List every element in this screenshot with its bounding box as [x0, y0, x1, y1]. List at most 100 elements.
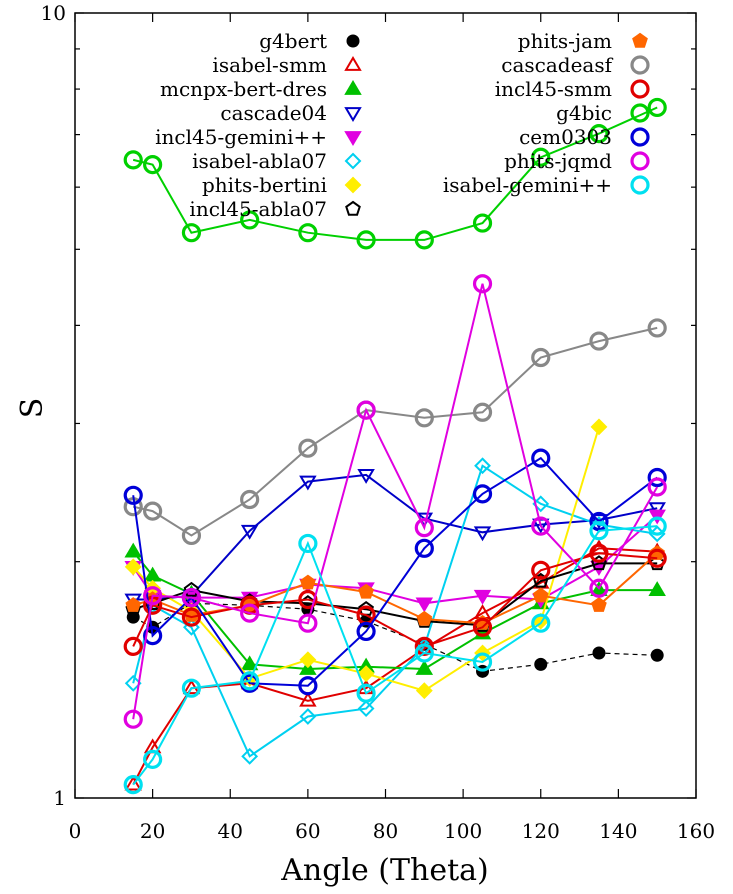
plot-frame: [74, 12, 697, 799]
data-point: [298, 676, 318, 696]
legend-label: g4bic: [556, 101, 612, 125]
data-point: [357, 700, 375, 717]
data-point: [532, 587, 549, 603]
data-point: [181, 588, 202, 608]
legend: g4bertisabel-smmmcnpx-bert-drescascade04…: [155, 29, 650, 221]
y-tick-labels: 1 10: [41, 1, 66, 810]
y-tick-label: 10: [41, 1, 66, 25]
data-point: [414, 518, 434, 538]
data-point: [531, 560, 551, 580]
data-point: [648, 581, 666, 597]
data-point: [356, 683, 376, 703]
data-point: [240, 671, 260, 691]
legend-marker: [344, 152, 362, 170]
legend-marker: [630, 175, 650, 195]
x-tick-label: 40: [218, 819, 243, 843]
data-point: [589, 578, 609, 598]
legend-marker: [630, 151, 650, 171]
data-point: [240, 603, 260, 623]
data-point: [591, 597, 607, 612]
legend-marker: [344, 176, 362, 194]
series-line: [132, 464, 658, 758]
data-point: [414, 643, 434, 663]
data-point: [357, 468, 375, 484]
data-point: [415, 597, 434, 613]
data-point: [589, 124, 609, 144]
data-point: [124, 674, 142, 692]
series-phits-jqmd: [123, 274, 667, 729]
data-point: [123, 150, 143, 170]
data-point: [241, 747, 259, 765]
legend-marker: [630, 55, 650, 75]
series-line: [132, 283, 659, 720]
data-point: [415, 682, 433, 700]
data-point: [647, 477, 667, 497]
data-point: [124, 775, 142, 791]
data-point: [415, 660, 434, 675]
x-tick-label: 80: [373, 819, 398, 843]
y-axis-title: S: [15, 398, 50, 419]
series-line: [132, 326, 658, 537]
data-point: [589, 331, 609, 351]
legend-marker: [344, 107, 362, 122]
data-point: [123, 636, 143, 656]
data-point: [298, 613, 318, 633]
data-point: [143, 626, 163, 646]
data-point: [356, 400, 376, 420]
x-axis-title: Angle (Theta): [280, 853, 489, 888]
data-point: [181, 607, 202, 627]
series-line: [132, 562, 658, 627]
legend-label: g4bert: [259, 29, 327, 53]
series-line: [132, 426, 600, 692]
data-point: [143, 155, 163, 175]
data-point: [357, 665, 375, 683]
data-point: [240, 524, 259, 540]
legend-marker: [345, 200, 361, 216]
data-point: [240, 489, 260, 510]
data-point: [472, 484, 493, 504]
series-cascade04: [124, 468, 666, 609]
data-point: [123, 775, 143, 795]
data-point: [356, 621, 376, 642]
data-point: [414, 230, 434, 250]
x-tick-label: 160: [677, 819, 715, 843]
data-point: [590, 418, 608, 436]
data-point: [650, 648, 664, 662]
data-point: [123, 485, 143, 505]
legend-label: isabel-smm: [212, 53, 327, 77]
data-point: [414, 408, 434, 428]
data-point: [124, 542, 142, 558]
x-tick-label: 140: [599, 819, 637, 843]
series-cascadeasf: [123, 318, 667, 546]
legend-label: incl45-gemini++: [155, 125, 327, 149]
legend-label: phits-jam: [518, 29, 612, 53]
data-point: [472, 213, 493, 233]
data-point: [240, 655, 259, 671]
data-point: [143, 749, 163, 769]
data-point: [472, 402, 493, 422]
data-point: [589, 543, 609, 563]
data-point: [592, 646, 606, 660]
data-point: [181, 678, 202, 698]
legend-label: incl45-abla07: [189, 197, 327, 221]
legend-label: cascadeasf: [501, 53, 613, 77]
legend-label: cem0303: [519, 125, 612, 149]
data-point: [472, 652, 493, 672]
x-tick-label: 120: [522, 819, 560, 843]
series-layer: [123, 97, 667, 795]
data-point: [531, 516, 551, 536]
series-line: [132, 525, 658, 786]
series-isabel-gemini++: [123, 516, 667, 795]
data-point: [414, 538, 434, 558]
series-mcnpx-bert-dres: [124, 542, 666, 675]
data-point: [124, 558, 142, 576]
data-point: [299, 691, 317, 707]
legend-label: isabel-gemini++: [443, 173, 612, 197]
legend-marker: [630, 127, 650, 147]
x-tick-label: 0: [69, 819, 82, 843]
data-point: [416, 610, 433, 626]
data-point: [298, 223, 318, 243]
data-point: [183, 581, 200, 597]
data-point: [300, 574, 316, 590]
data-point: [143, 586, 163, 606]
